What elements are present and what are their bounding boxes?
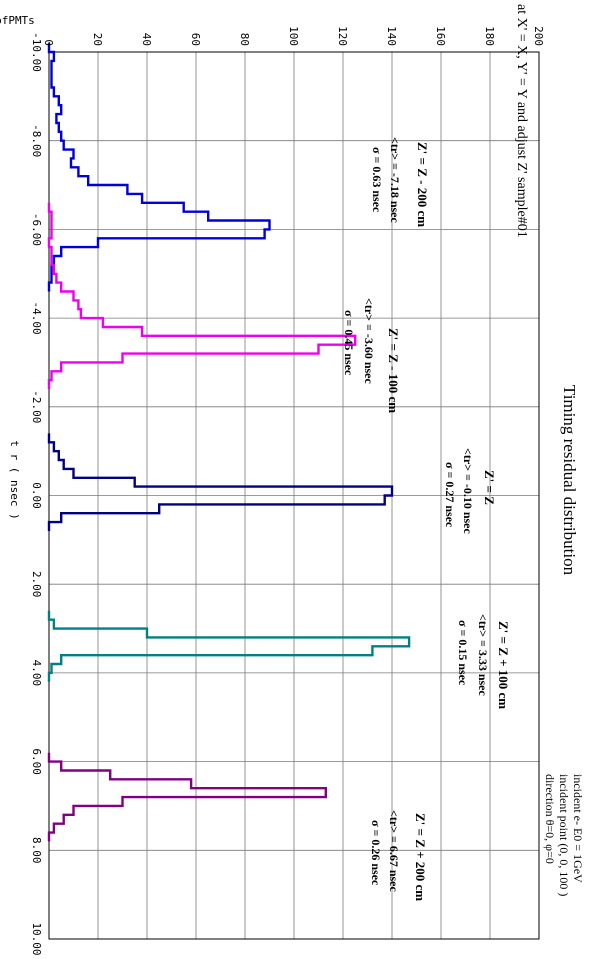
annotation-sigma: σ = 0.63 nsec <box>370 147 384 213</box>
y-ticks: 0 20 40 60 80 100 120 140 160 180 200 <box>42 26 545 46</box>
series-z-z-200-cm <box>47 43 271 292</box>
info-energy: incident e- E0 = 1GeV <box>571 774 585 883</box>
annotation-sigma: σ = 0.26 nsec <box>369 820 383 886</box>
annotation-sigma: σ = 0.15 nsec <box>456 620 470 686</box>
series-z-z-100-cm <box>47 202 357 390</box>
y-tick-label: 120 <box>336 26 349 46</box>
y-tick-label: 180 <box>483 26 496 46</box>
annotation-sigma: σ = 0.45 nsec <box>342 310 356 376</box>
x-tick-label: -6.00 <box>30 213 43 246</box>
y-axis-label: No.ofPMTs <box>0 14 35 27</box>
info-point: incident point (0, 0, 100 ) <box>557 774 571 896</box>
x-tick-label: 10.00 <box>30 922 43 955</box>
x-axis-label: t r ( nsec ) <box>8 440 21 519</box>
annotation-sigma: σ = 0.27 nsec <box>443 462 457 528</box>
y-tick-label: 60 <box>189 33 202 46</box>
series-z-z-plus-100-cm <box>47 610 411 682</box>
annotation-z-plus-200: Z' = Z + 200 cm <tr> = 6.67 nsec σ = 0.2… <box>369 810 428 901</box>
y-tick-label: 40 <box>140 33 153 46</box>
annotation-label: Z' = Z - 100 cm <box>386 328 401 413</box>
annotation-mean: <tr> = -7.18 nsec <box>388 137 402 224</box>
y-tick-label: 160 <box>434 26 447 46</box>
series-z-z <box>47 433 394 531</box>
y-tick-label: 140 <box>385 26 398 46</box>
annotation-mean: <tr> = 3.33 nsec <box>476 614 490 697</box>
y-tick-label: 20 <box>91 33 104 46</box>
x-tick-label: -10.00 <box>30 32 43 72</box>
y-tick-label: 100 <box>287 26 300 46</box>
x-tick-label: -8.00 <box>30 124 43 157</box>
annotation-mean: <tr> = 6.67 nsec <box>387 810 401 893</box>
annotation-label: Z' = Z - 200 cm <box>415 142 430 227</box>
x-tick-label: -2.00 <box>30 390 43 423</box>
chart-title: Timing residual distribution <box>560 385 579 576</box>
x-tick-label: 2.00 <box>30 571 43 598</box>
x-ticks: -10.00 -8.00 -6.00 -4.00 -2.00 0.00 2.00 4.00 6.… <box>30 32 43 955</box>
x-tick-label: 4.00 <box>30 660 43 687</box>
annotation-mean: <tr> = -3.60 nsec <box>362 298 376 385</box>
y-tick-label: 0 <box>42 39 55 46</box>
series-layer <box>47 43 411 842</box>
chart-subtitle: at X' = X, Y' = Y and adjust Z' sample#0… <box>514 4 529 238</box>
annotation-z-plus-100: Z' = Z + 100 cm <tr> = 3.33 nsec σ = 0.1… <box>456 614 511 709</box>
y-tick-label: 200 <box>532 26 545 46</box>
annotation-z-minus-100: Z' = Z - 100 cm <tr> = -3.60 nsec σ = 0.… <box>342 298 401 413</box>
annotation-label: Z' = Z + 100 cm <box>496 621 511 709</box>
annotation-label: Z' = Z <box>482 470 497 505</box>
x-tick-label: 0.00 <box>30 482 43 509</box>
x-tick-label: 8.00 <box>30 837 43 864</box>
annotation-z-minus-200: Z' = Z - 200 cm <tr> = -7.18 nsec σ = 0.… <box>370 137 430 227</box>
series-z-z-plus-200-cm <box>47 752 327 842</box>
annotation-label: Z' = Z + 200 cm <box>413 813 428 901</box>
info-direction: direction θ=0, φ=0 <box>543 774 557 864</box>
x-tick-label: 6.00 <box>30 748 43 775</box>
annotation-mean: <tr> = -0.10 nsec <box>461 448 475 535</box>
y-tick-label: 80 <box>238 33 251 46</box>
annotation-z: Z' = Z <tr> = -0.10 nsec σ = 0.27 nsec <box>443 448 497 535</box>
plot-frame <box>48 51 540 940</box>
x-tick-label: -4.00 <box>30 302 43 335</box>
